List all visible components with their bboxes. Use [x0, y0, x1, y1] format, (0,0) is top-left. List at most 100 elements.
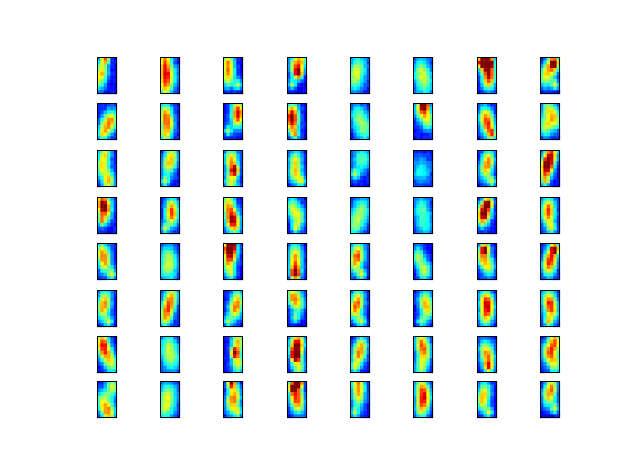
heatmap-cell	[303, 153, 308, 158]
heatmap-cell	[97, 161, 101, 165]
heatmap-cell	[487, 68, 491, 72]
heatmap-cell	[546, 392, 551, 396]
heatmap-cell	[107, 197, 111, 201]
heatmap-cell	[229, 219, 234, 224]
heatmap-cell	[483, 110, 488, 115]
heatmap-cell	[223, 86, 227, 91]
heatmap-cell	[360, 403, 364, 408]
heatmap-cell	[113, 82, 118, 87]
heatmap-cell	[553, 200, 557, 205]
heatmap-cell	[487, 161, 491, 165]
heatmap-cell	[493, 64, 498, 69]
heatmap-cell	[226, 75, 230, 80]
heatmap-cell	[300, 197, 304, 201]
heatmap-cell	[493, 276, 498, 281]
heatmap-cell	[163, 117, 167, 122]
heatmap-cell	[546, 384, 551, 389]
heatmap-cell	[233, 246, 237, 251]
heatmap-cell	[163, 365, 167, 370]
heatmap-cell	[487, 403, 491, 408]
heatmap-cell	[350, 308, 354, 313]
heatmap-cell	[426, 175, 430, 180]
heatmap-cell	[493, 319, 498, 324]
heatmap-cell	[97, 315, 101, 320]
heatmap-cell	[543, 243, 547, 247]
heatmap-cell	[493, 222, 498, 227]
heatmap-cell	[356, 246, 361, 251]
heatmap-cell	[419, 395, 424, 400]
heatmap-cell	[363, 414, 367, 419]
heatmap-cell	[477, 297, 481, 302]
heatmap-cell	[366, 384, 371, 389]
heatmap-cell	[100, 121, 104, 126]
heatmap-cell	[170, 315, 174, 320]
heatmap-cell	[480, 172, 484, 177]
heatmap-cell	[546, 103, 551, 107]
heatmap-cell	[426, 297, 430, 302]
heatmap-cell	[176, 250, 181, 255]
heatmap-cell	[300, 293, 304, 298]
heatmap-cell	[176, 293, 181, 298]
heatmap-cell	[360, 358, 364, 363]
heatmap-cell	[556, 272, 561, 277]
heatmap-cell	[303, 246, 308, 251]
heatmap-cell	[113, 197, 118, 201]
heatmap-cell	[163, 276, 167, 281]
heatmap-cell	[483, 399, 488, 404]
heatmap-cell	[287, 339, 291, 344]
heatmap-cell	[300, 365, 304, 370]
heatmap-cell	[287, 90, 291, 95]
heatmap-cell	[416, 243, 420, 247]
heatmap-cell	[360, 197, 364, 201]
heatmap-cell	[550, 215, 554, 220]
heatmap-cell	[413, 121, 417, 126]
heatmap-cell	[100, 304, 104, 309]
heatmap-cell	[236, 175, 240, 180]
heatmap-cell	[493, 90, 498, 95]
heatmap-cell	[297, 125, 301, 130]
heatmap-cell	[290, 222, 294, 227]
heatmap-cell	[113, 79, 118, 84]
heatmap-cell	[423, 272, 427, 277]
heatmap-cell	[363, 204, 367, 209]
heatmap-cell	[426, 347, 430, 351]
heatmap-cell	[287, 230, 291, 235]
heatmap-cell	[360, 414, 364, 419]
heatmap-cell	[110, 276, 114, 281]
heatmap-cell	[176, 197, 181, 201]
panel-frame	[97, 103, 117, 140]
heatmap-cell	[107, 297, 111, 302]
heatmap-cell	[223, 388, 227, 393]
heatmap-cell	[423, 250, 427, 255]
heatmap-cell	[97, 410, 101, 415]
heatmap-cell	[550, 114, 554, 118]
heatmap-cell	[107, 75, 111, 80]
heatmap-cell	[419, 161, 424, 165]
heatmap-cell	[480, 406, 484, 411]
heatmap-cell	[423, 60, 427, 65]
heatmap-cell	[553, 183, 557, 188]
heatmap-cell	[226, 290, 230, 294]
heatmap-cell	[419, 323, 424, 328]
heatmap-cell	[166, 265, 171, 270]
heatmap-cell	[103, 250, 108, 255]
heatmap-cell	[553, 301, 557, 305]
heatmap-cell	[107, 276, 111, 281]
heatmap-cell	[107, 354, 111, 359]
heatmap-cell	[110, 222, 114, 227]
heatmap-cell	[546, 208, 551, 212]
heatmap-cell	[356, 168, 361, 173]
heatmap-cell	[110, 219, 114, 224]
heatmap-cell	[223, 347, 227, 351]
heatmap-cell	[423, 204, 427, 209]
heatmap-cell	[163, 219, 167, 224]
heatmap-cell	[429, 403, 434, 408]
heatmap-cell	[416, 315, 420, 320]
heatmap-cell	[350, 297, 354, 302]
heatmap-cell	[490, 395, 494, 400]
heatmap-cell	[353, 381, 357, 385]
heatmap-cell	[113, 183, 118, 188]
heatmap-cell	[166, 197, 171, 201]
heatmap-cell	[416, 103, 420, 107]
heatmap-cell	[423, 403, 427, 408]
